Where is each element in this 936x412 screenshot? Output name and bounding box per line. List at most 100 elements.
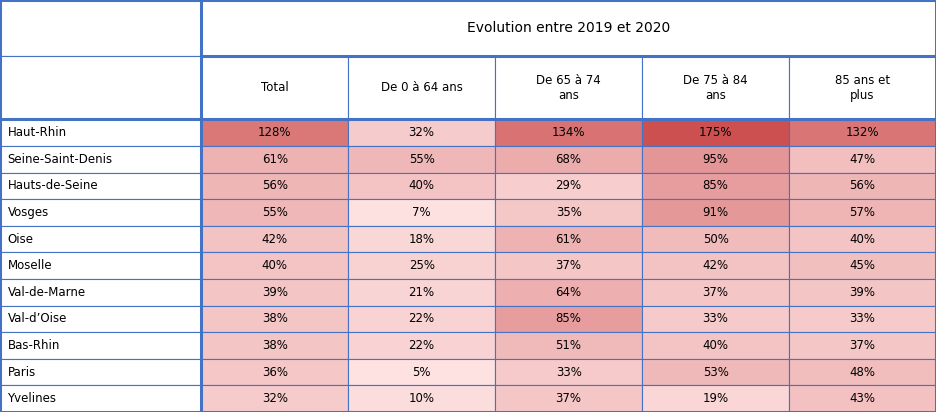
Bar bbox=[642, 119, 789, 146]
Bar bbox=[0, 226, 201, 253]
Bar bbox=[789, 253, 936, 279]
Text: 47%: 47% bbox=[850, 153, 875, 166]
Text: 40%: 40% bbox=[703, 339, 728, 352]
Bar bbox=[201, 385, 348, 412]
Bar bbox=[789, 385, 936, 412]
Bar bbox=[201, 173, 348, 199]
Bar bbox=[495, 385, 642, 412]
Text: 37%: 37% bbox=[556, 392, 581, 405]
Text: 42%: 42% bbox=[703, 259, 728, 272]
Bar bbox=[642, 226, 789, 253]
Bar bbox=[789, 56, 936, 119]
Text: 85%: 85% bbox=[703, 180, 728, 192]
Text: 33%: 33% bbox=[703, 312, 728, 325]
Text: Vosges: Vosges bbox=[7, 206, 49, 219]
Text: 43%: 43% bbox=[850, 392, 875, 405]
Text: 48%: 48% bbox=[850, 365, 875, 379]
Bar bbox=[0, 199, 201, 226]
Text: 85%: 85% bbox=[556, 312, 581, 325]
Bar bbox=[642, 359, 789, 385]
Text: Yvelines: Yvelines bbox=[7, 392, 56, 405]
Bar bbox=[348, 385, 495, 412]
Text: 51%: 51% bbox=[556, 339, 581, 352]
Bar bbox=[642, 146, 789, 173]
Text: 29%: 29% bbox=[556, 180, 581, 192]
Text: Moselle: Moselle bbox=[7, 259, 52, 272]
Bar bbox=[348, 146, 495, 173]
Bar bbox=[789, 332, 936, 359]
Text: De 0 à 64 ans: De 0 à 64 ans bbox=[381, 81, 462, 94]
Text: Paris: Paris bbox=[7, 365, 36, 379]
Bar bbox=[495, 279, 642, 306]
Bar bbox=[0, 385, 201, 412]
Text: 22%: 22% bbox=[409, 339, 434, 352]
Bar bbox=[0, 332, 201, 359]
Text: Val-de-Marne: Val-de-Marne bbox=[7, 286, 85, 299]
Text: 25%: 25% bbox=[409, 259, 434, 272]
Bar bbox=[495, 56, 642, 119]
Text: 32%: 32% bbox=[409, 126, 434, 139]
Bar bbox=[789, 119, 936, 146]
Bar bbox=[495, 253, 642, 279]
Bar bbox=[348, 306, 495, 332]
Text: 10%: 10% bbox=[409, 392, 434, 405]
Bar bbox=[495, 226, 642, 253]
Bar bbox=[201, 359, 348, 385]
Text: Val-d’Oise: Val-d’Oise bbox=[7, 312, 66, 325]
Bar bbox=[0, 119, 201, 146]
Text: 37%: 37% bbox=[850, 339, 875, 352]
Text: Total: Total bbox=[261, 81, 288, 94]
Text: Haut-Rhin: Haut-Rhin bbox=[7, 126, 66, 139]
Text: 53%: 53% bbox=[703, 365, 728, 379]
Text: 128%: 128% bbox=[258, 126, 291, 139]
Text: 61%: 61% bbox=[556, 233, 581, 246]
Bar bbox=[642, 253, 789, 279]
Text: 50%: 50% bbox=[703, 233, 728, 246]
Text: Hauts-de-Seine: Hauts-de-Seine bbox=[7, 180, 98, 192]
Bar bbox=[348, 56, 495, 119]
Bar bbox=[642, 332, 789, 359]
Bar bbox=[348, 279, 495, 306]
Bar bbox=[495, 306, 642, 332]
Bar bbox=[348, 226, 495, 253]
Bar bbox=[789, 173, 936, 199]
Text: 32%: 32% bbox=[262, 392, 287, 405]
Bar bbox=[201, 0, 936, 56]
Text: 61%: 61% bbox=[262, 153, 287, 166]
Text: 7%: 7% bbox=[413, 206, 431, 219]
Bar bbox=[348, 332, 495, 359]
Bar bbox=[201, 253, 348, 279]
Text: Evolution entre 2019 et 2020: Evolution entre 2019 et 2020 bbox=[467, 21, 670, 35]
Text: 134%: 134% bbox=[552, 126, 585, 139]
Bar bbox=[495, 199, 642, 226]
Text: De 75 à 84
ans: De 75 à 84 ans bbox=[683, 74, 748, 101]
Bar bbox=[348, 119, 495, 146]
Text: 39%: 39% bbox=[850, 286, 875, 299]
Bar bbox=[348, 359, 495, 385]
Bar bbox=[495, 119, 642, 146]
Bar bbox=[348, 199, 495, 226]
Text: 91%: 91% bbox=[703, 206, 728, 219]
Bar bbox=[789, 279, 936, 306]
Text: 64%: 64% bbox=[556, 286, 581, 299]
Bar bbox=[642, 385, 789, 412]
Bar bbox=[201, 56, 348, 119]
Text: 33%: 33% bbox=[850, 312, 875, 325]
Text: 38%: 38% bbox=[262, 312, 287, 325]
Text: 45%: 45% bbox=[850, 259, 875, 272]
Text: 68%: 68% bbox=[556, 153, 581, 166]
Bar bbox=[642, 199, 789, 226]
Bar bbox=[348, 253, 495, 279]
Bar bbox=[201, 199, 348, 226]
Bar bbox=[0, 306, 201, 332]
Text: Seine-Saint-Denis: Seine-Saint-Denis bbox=[7, 153, 112, 166]
Bar bbox=[201, 332, 348, 359]
Bar bbox=[642, 173, 789, 199]
Bar bbox=[789, 306, 936, 332]
Text: 5%: 5% bbox=[413, 365, 431, 379]
Text: 37%: 37% bbox=[703, 286, 728, 299]
Text: 55%: 55% bbox=[262, 206, 287, 219]
Text: 40%: 40% bbox=[409, 180, 434, 192]
Text: 36%: 36% bbox=[262, 365, 287, 379]
Bar bbox=[201, 279, 348, 306]
